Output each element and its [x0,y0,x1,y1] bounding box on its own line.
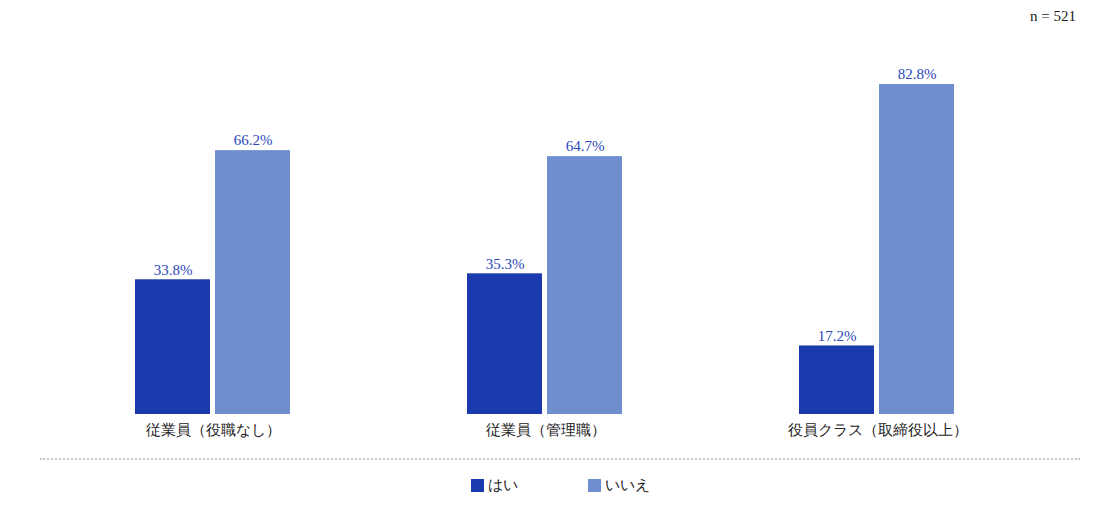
svg-text:33.8%: 33.8% [154,262,193,278]
svg-text:66.2%: 66.2% [234,132,273,148]
svg-text:35.3%: 35.3% [486,256,525,272]
svg-text:82.8%: 82.8% [898,66,937,82]
svg-text:64.7%: 64.7% [566,138,605,154]
html-text:n = 521: n = 521 [1030,8,1076,24]
svg-text:従業員（管理職）: 従業員（管理職） [486,421,606,439]
svg-text:役員クラス（取締役以上）: 役員クラス（取締役以上） [788,421,968,439]
html-text:はい: はい [487,476,518,494]
html-text:いいえ: いいえ [604,476,650,494]
svg-text:17.2%: 17.2% [818,328,857,344]
svg-text:従業員（役職なし）: 従業員（役職なし） [146,421,281,439]
